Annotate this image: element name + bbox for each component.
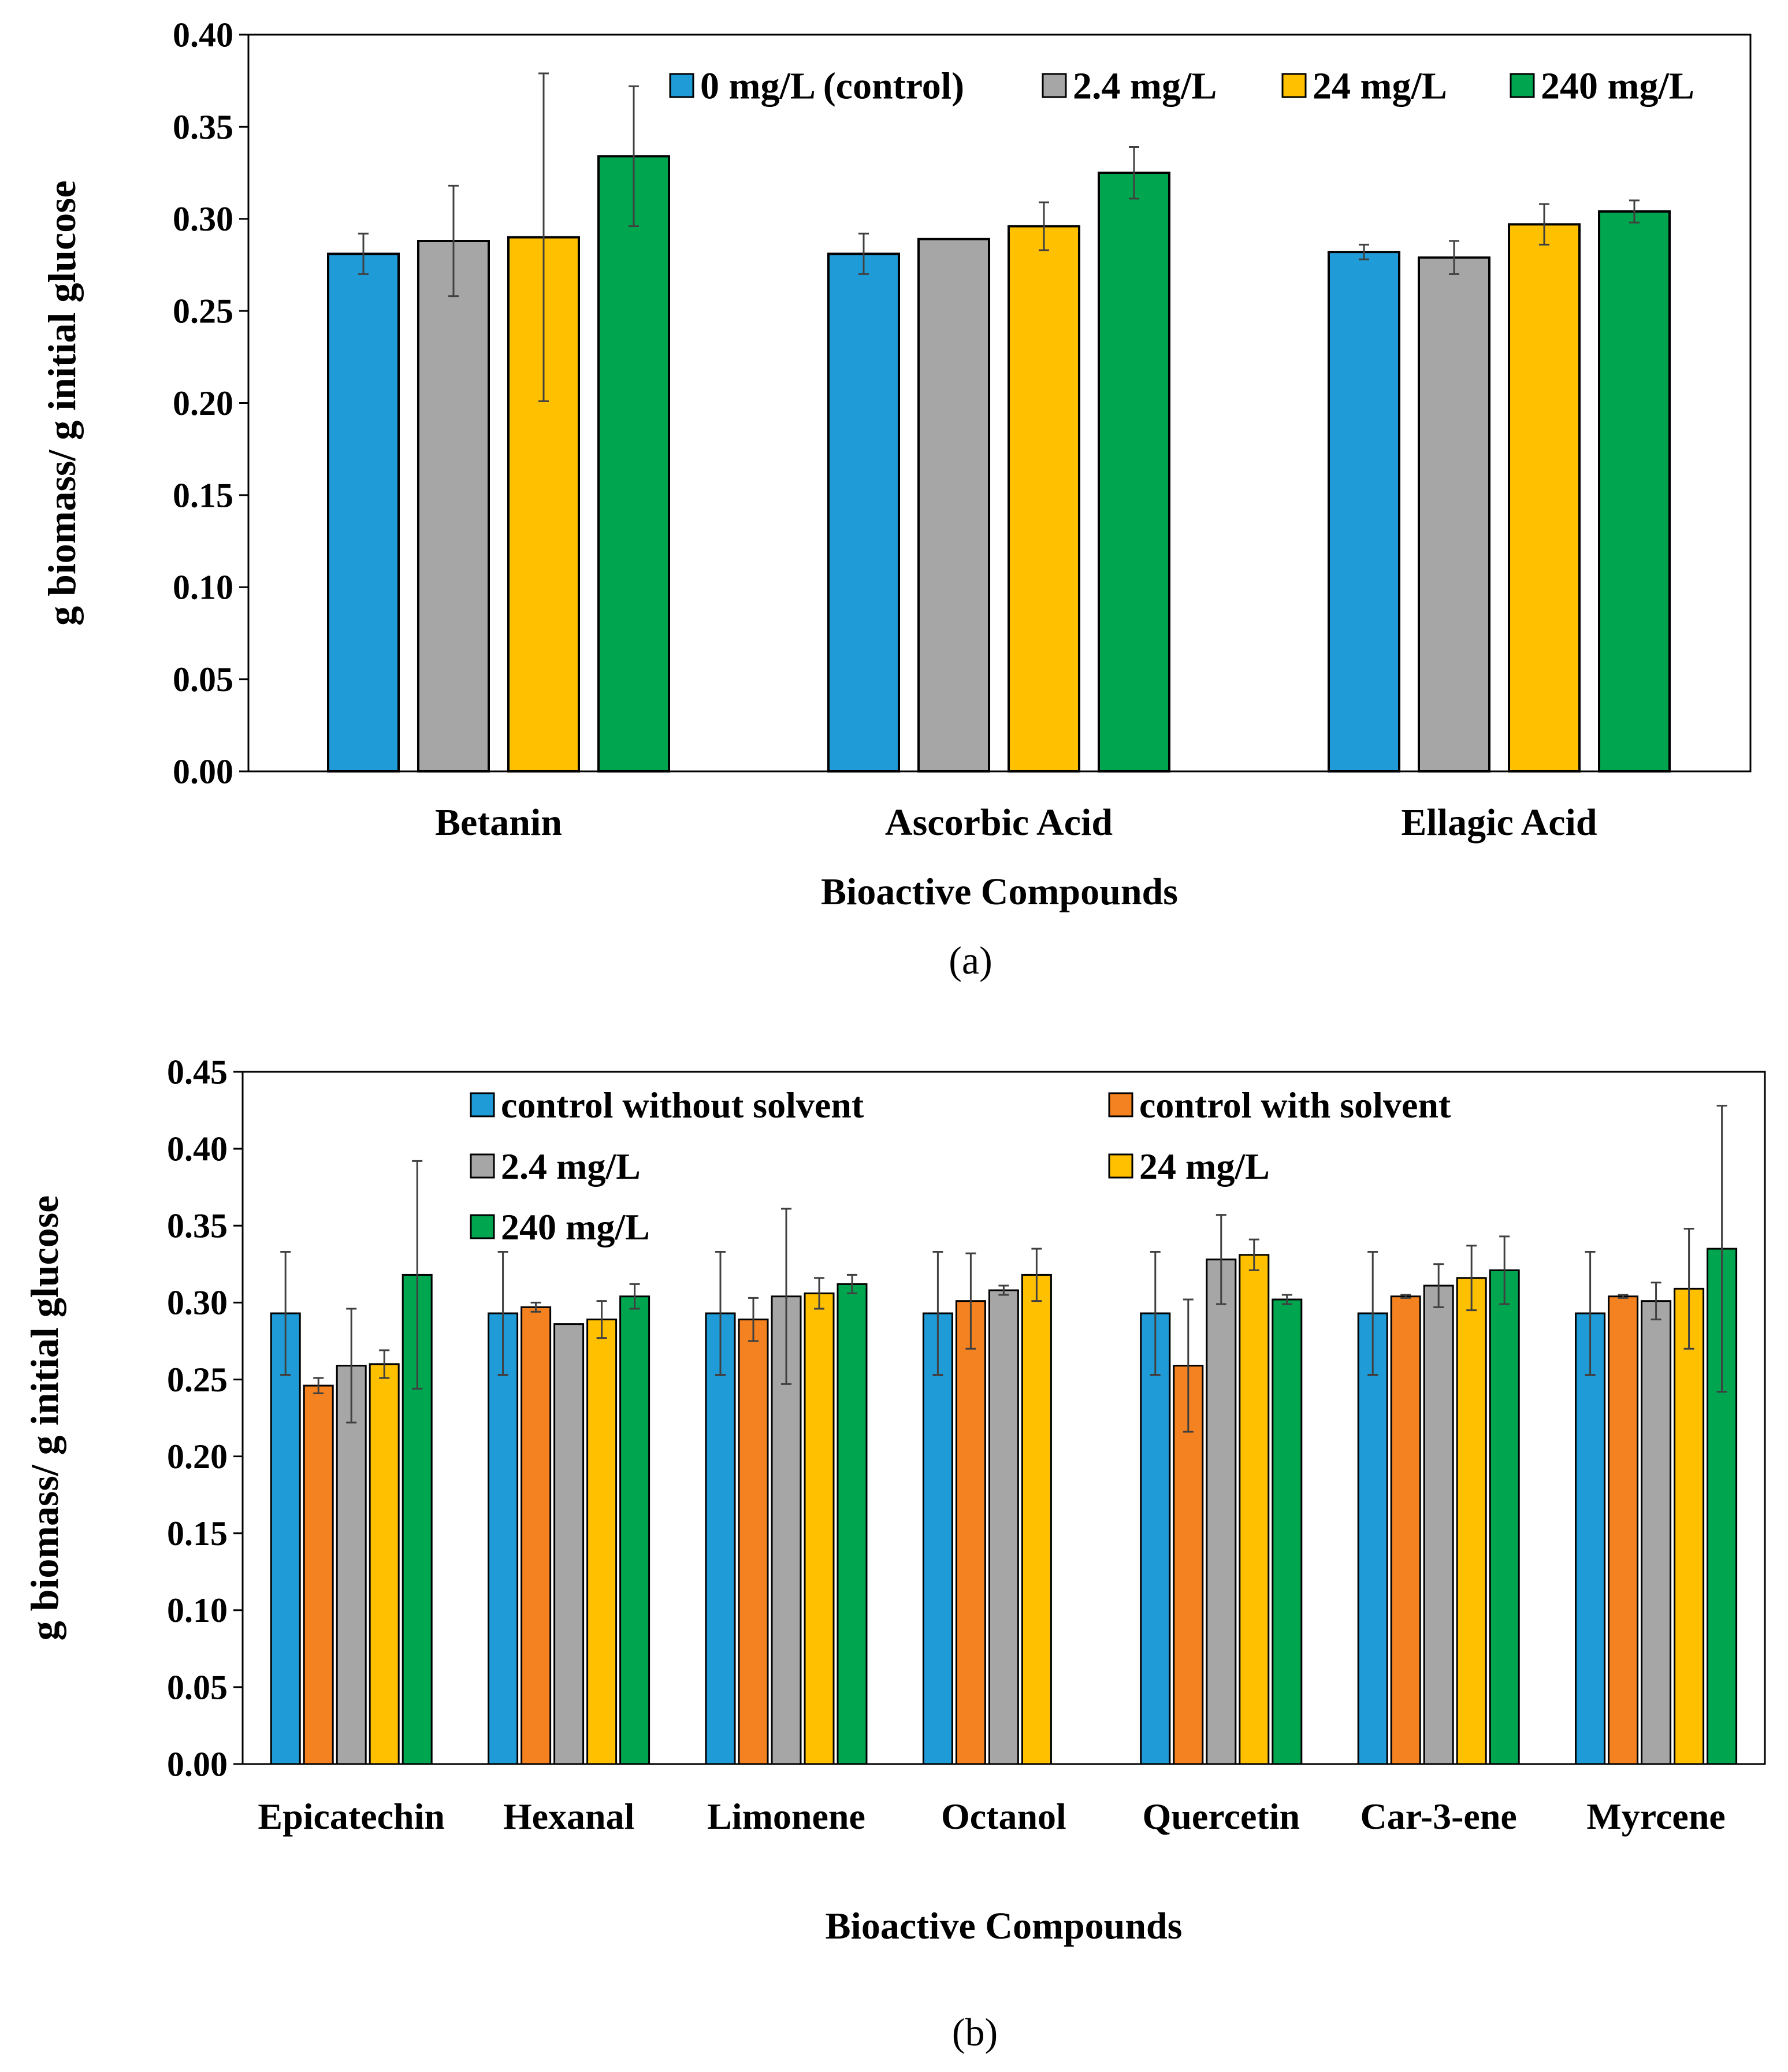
y-tick-label: 0.05 xyxy=(167,1668,228,1706)
y-axis-title: g biomass/ g initial glucose xyxy=(23,1195,66,1641)
legend-swatch xyxy=(1108,1153,1133,1179)
legend: 0 mg/L (control) 2.4 mg/L 24 mg/L 240 mg/L xyxy=(669,65,1694,107)
y-tick-label: 0.45 xyxy=(167,1053,228,1091)
bar xyxy=(1641,1300,1672,1765)
legend-swatch xyxy=(470,1214,495,1239)
legend-swatch xyxy=(1510,73,1535,98)
bar xyxy=(336,1364,367,1765)
legend-label: 0 mg/L (control) xyxy=(700,65,964,107)
bar xyxy=(922,1312,953,1765)
bar xyxy=(1206,1258,1237,1765)
bar xyxy=(1357,1312,1388,1765)
legend-swatch xyxy=(470,1153,495,1179)
bar xyxy=(705,1312,736,1765)
legend-swatch xyxy=(470,1092,495,1117)
legend: control without solvent control with solv… xyxy=(470,1085,1451,1247)
bar xyxy=(1239,1254,1270,1765)
legend-label: 24 mg/L xyxy=(1139,1146,1270,1187)
bar xyxy=(597,155,670,773)
y-tick-label: 0.15 xyxy=(167,1514,228,1553)
x-tick-label: Limonene xyxy=(707,1796,865,1837)
legend-swatch xyxy=(1108,1092,1133,1117)
panel-label: (a) xyxy=(949,938,992,982)
bar xyxy=(488,1312,519,1765)
bar xyxy=(417,240,490,773)
bar xyxy=(1021,1273,1052,1765)
x-axis-title: Bioactive Compounds xyxy=(821,871,1178,913)
panel-label: (b) xyxy=(952,2010,998,2054)
bar xyxy=(1098,172,1170,773)
bar xyxy=(327,252,400,773)
legend-label: 2.4 mg/L xyxy=(1073,65,1217,107)
y-tick-label: 0.35 xyxy=(167,1207,228,1245)
legend-label: 24 mg/L xyxy=(1313,65,1447,107)
bar xyxy=(553,1323,585,1765)
bar xyxy=(955,1300,986,1765)
bar xyxy=(1456,1277,1487,1765)
bar xyxy=(1674,1287,1705,1765)
y-tick-label: 0.20 xyxy=(167,1438,228,1476)
chart-panel-a: 0.00 0.05 0.10 0.15 0.20 0.25 0.30 0.35 0.40 Beta… xyxy=(40,16,1752,982)
y-tick-label: 0.10 xyxy=(167,1591,228,1629)
y-tick-label: 0.30 xyxy=(173,200,233,238)
bar xyxy=(1140,1312,1171,1765)
bar xyxy=(827,252,900,773)
y-tick-label: 0.30 xyxy=(167,1284,228,1322)
x-tick-label: Quercetin xyxy=(1143,1796,1300,1837)
bar xyxy=(1418,256,1490,773)
bar xyxy=(1508,223,1581,773)
bar xyxy=(917,237,990,773)
bar xyxy=(1390,1295,1421,1765)
legend-label: control without solvent xyxy=(501,1085,864,1126)
x-tick-label: Ascorbic Acid xyxy=(885,801,1113,844)
y-tick-label: 0.40 xyxy=(173,16,233,54)
bar xyxy=(738,1319,769,1765)
bar xyxy=(1423,1284,1454,1765)
bar xyxy=(1489,1269,1520,1765)
bar xyxy=(303,1384,334,1765)
x-axis-title: Bioactive Compounds xyxy=(826,1905,1183,1947)
bar xyxy=(1608,1295,1639,1765)
legend-swatch xyxy=(669,73,694,98)
bar xyxy=(270,1312,301,1765)
y-tick-label: 0.40 xyxy=(167,1130,228,1168)
y-tick-label: 0.25 xyxy=(173,292,233,331)
legend-label: 2.4 mg/L xyxy=(501,1146,641,1187)
x-tick-label: Epicatechin xyxy=(258,1796,445,1837)
bar xyxy=(837,1283,868,1765)
chart-panel-b: 0.00 0.05 0.10 0.15 0.20 0.25 0.30 0.35 0.40 0.45… xyxy=(23,1053,1766,2054)
bar xyxy=(804,1292,835,1765)
y-tick-label: 0.35 xyxy=(173,108,233,146)
bar xyxy=(1008,225,1080,773)
bar xyxy=(369,1363,400,1765)
y-axis-title: g biomass/ g initial glucose xyxy=(40,180,84,626)
legend-label: 240 mg/L xyxy=(1541,65,1694,107)
x-tick-label: Car-3-ene xyxy=(1360,1796,1517,1837)
y-tick-label: 0.25 xyxy=(167,1361,228,1399)
y-tick-label: 0.00 xyxy=(173,752,233,790)
y-tick-label: 0.15 xyxy=(173,476,233,514)
bar xyxy=(521,1306,552,1765)
y-tick-label: 0.00 xyxy=(167,1745,228,1783)
x-tick-label: Myrcene xyxy=(1586,1796,1725,1837)
y-tick-label: 0.20 xyxy=(173,384,233,422)
y-tick-label: 0.10 xyxy=(173,569,233,607)
x-tick-label: Octanol xyxy=(941,1796,1066,1837)
x-tick-label: Ellagic Acid xyxy=(1401,801,1597,844)
bar xyxy=(1328,251,1400,773)
bar xyxy=(1598,210,1671,773)
bar xyxy=(988,1289,1019,1765)
legend-label: control with solvent xyxy=(1139,1085,1451,1126)
bar xyxy=(619,1295,650,1765)
bar xyxy=(1575,1312,1606,1765)
bar xyxy=(586,1319,618,1765)
x-tick-label: Hexanal xyxy=(503,1796,635,1837)
legend-swatch xyxy=(1281,73,1307,98)
bar xyxy=(1272,1298,1303,1765)
legend-swatch xyxy=(1042,73,1067,98)
legend-label: 240 mg/L xyxy=(501,1206,650,1247)
x-tick-label: Betanin xyxy=(435,801,562,844)
y-tick-label: 0.05 xyxy=(173,660,233,699)
